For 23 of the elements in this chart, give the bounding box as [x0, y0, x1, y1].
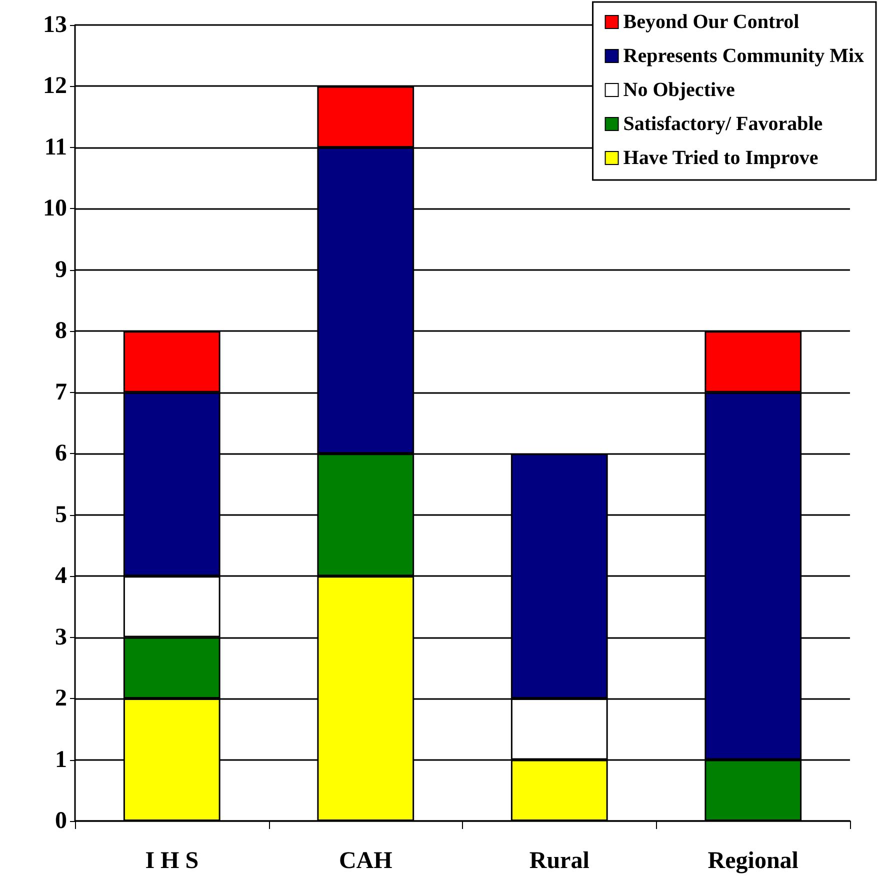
legend-label: Beyond Our Control	[623, 11, 800, 33]
y-tick-label: 7	[55, 379, 67, 406]
legend-label: No Objective	[623, 79, 736, 101]
legend-label: Represents Community Mix	[623, 45, 864, 67]
legend-label: Have Tried to Improve	[623, 147, 818, 169]
x-tick-label: Regional	[708, 848, 799, 874]
y-tick-label: 6	[55, 440, 67, 467]
y-tick-label: 12	[43, 73, 67, 100]
y-tick-label: 2	[55, 686, 67, 712]
x-tick-label: Rural	[529, 848, 590, 874]
x-tick-label: CAH	[338, 848, 393, 874]
legend-label: Satisfactory/ Favorable	[623, 113, 823, 135]
y-tick-label: 13	[43, 12, 67, 38]
y-tick-label: 11	[44, 134, 67, 160]
y-tick-label: 5	[55, 502, 67, 528]
y-tick-label: 0	[55, 808, 67, 834]
y-tick-label: 4	[55, 563, 67, 590]
y-tick-label: 8	[55, 318, 67, 344]
y-tick-label: 9	[55, 256, 67, 283]
y-tick-label: 1	[55, 746, 67, 773]
y-tick-label: 3	[55, 624, 67, 650]
x-tick-label: I H S	[145, 848, 199, 874]
y-tick-label: 10	[43, 196, 67, 222]
